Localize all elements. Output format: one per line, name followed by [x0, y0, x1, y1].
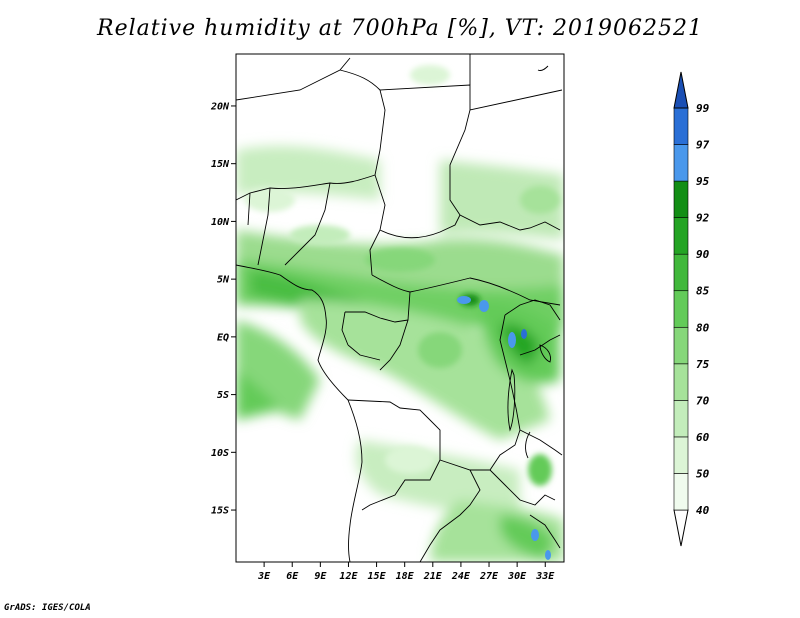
colorbar-segment [673, 180, 689, 218]
y-tick-label: 15S [211, 506, 229, 517]
x-axis: 3E 6E 9E 12E 15E 18E 21E 24E 27E 30E 33E [257, 562, 555, 582]
colorbar: 40 50 60 70 75 80 85 90 92 95 97 99 [673, 71, 710, 547]
x-tick-label: 9E [314, 571, 327, 582]
colorbar-segment [673, 253, 689, 292]
colorbar-label: 95 [696, 175, 710, 188]
y-tick-label: EQ [217, 332, 229, 343]
colorbar-segment [673, 436, 689, 474]
y-tick-label: 10S [211, 448, 229, 459]
colorbar-segment [673, 326, 689, 365]
colorbar-label: 60 [696, 431, 710, 444]
x-tick-label: 21E [423, 571, 443, 582]
colorbar-label: 97 [696, 139, 710, 152]
y-tick-label: 5N [217, 275, 230, 286]
map-border [235, 53, 565, 563]
colorbar-segment [673, 290, 689, 328]
colorbar-label: 90 [696, 248, 710, 261]
map-title: Relative humidity at 700hPa [%], VT: 201… [97, 16, 703, 41]
colorbar-segment [673, 144, 689, 182]
country-borders [236, 54, 563, 562]
y-tick-label: 10N [211, 217, 230, 228]
x-tick-label: 6E [286, 571, 299, 582]
grads-footer: GrADS: IGES/COLA [4, 603, 91, 613]
colorbar-label: 85 [696, 285, 710, 298]
colorbar-label: 92 [696, 212, 710, 225]
colorbar-label: 99 [696, 102, 710, 115]
x-tick-label: 3E [257, 571, 271, 582]
colorbar-label: 80 [696, 321, 710, 334]
colorbar-segment [673, 107, 689, 145]
colorbar-label: 70 [696, 394, 710, 407]
y-tick-label: 15N [211, 159, 230, 170]
x-tick-label: 27E [479, 571, 499, 582]
x-tick-label: 15E [368, 571, 387, 582]
colorbar-segment [673, 363, 689, 401]
y-tick-label: 20N [210, 101, 230, 112]
colorbar-segment [673, 217, 689, 255]
y-axis: 20N 15N 10N 5N EQ 5S 10S 15S [210, 101, 236, 517]
colorbar-label: 75 [696, 358, 710, 371]
colorbar-label: 40 [696, 504, 710, 517]
colorbar-label: 50 [696, 467, 710, 480]
x-tick-label: 33E [535, 571, 555, 582]
x-tick-label: 24E [451, 571, 471, 582]
x-tick-label: 12E [339, 571, 358, 582]
colorbar-segment [673, 400, 689, 438]
colorbar-bottom-arrow [673, 509, 689, 547]
colorbar-segment [673, 473, 689, 511]
y-tick-label: 5S [217, 390, 229, 401]
x-tick-label: 30E [507, 571, 527, 582]
colorbar-top-arrow [673, 71, 689, 109]
x-tick-label: 18E [396, 571, 415, 582]
